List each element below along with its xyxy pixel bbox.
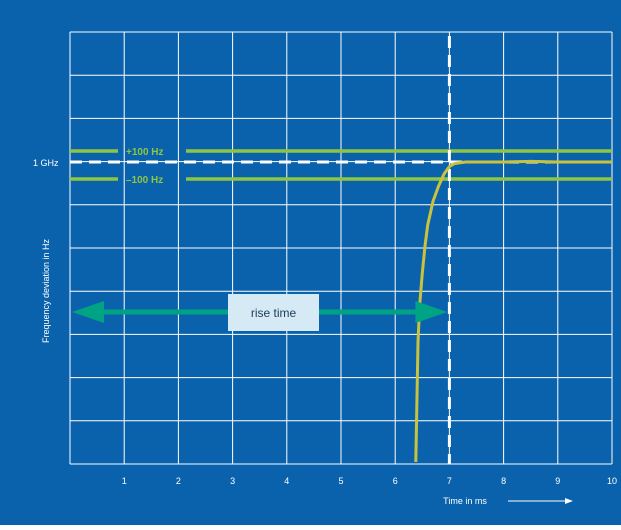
x-axis-arrow-head <box>565 498 573 504</box>
y-reference-label: 1 GHz <box>33 158 59 168</box>
y-axis-label: Frequency deviation in Hz <box>41 238 51 343</box>
tolerance-band <box>70 149 612 181</box>
x-tick-label: 1 <box>122 476 127 486</box>
x-tick-labels: 1 2 3 4 5 6 7 8 9 10 <box>122 476 617 486</box>
arrow-head-left <box>72 301 104 323</box>
x-tick-label: 3 <box>230 476 235 486</box>
x-tick-label: 5 <box>338 476 343 486</box>
upper-band-label: +100 Hz <box>126 147 164 158</box>
x-tick-label: 2 <box>176 476 181 486</box>
x-tick-label: 4 <box>284 476 289 486</box>
grid <box>69 31 613 465</box>
x-tick-label: 8 <box>501 476 506 486</box>
x-tick-label: 7 <box>447 476 452 486</box>
x-tick-label: 10 <box>607 476 617 486</box>
x-tick-label: 9 <box>555 476 560 486</box>
x-axis-arrow <box>508 498 573 504</box>
arrow-head-right <box>415 301 448 323</box>
x-axis-label: Time in ms <box>443 496 487 506</box>
x-tick-label: 6 <box>393 476 398 486</box>
lower-band-label: –100 Hz <box>126 175 163 186</box>
rise-time-label-box <box>228 294 319 331</box>
rise-time-label: rise time <box>251 306 297 320</box>
